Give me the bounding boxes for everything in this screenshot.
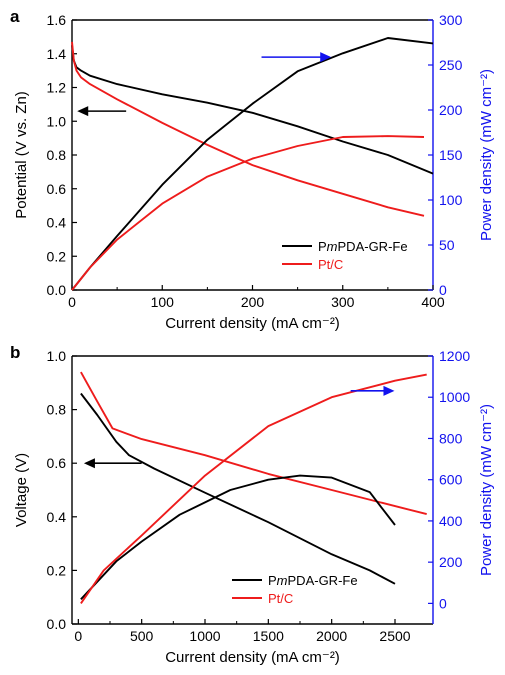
series-line-black-power bbox=[71, 37, 434, 291]
legend-label: Pt/C bbox=[318, 257, 343, 272]
y-left-tick-label: 1.6 bbox=[47, 12, 67, 28]
x-tick-label: 500 bbox=[130, 628, 154, 644]
legend-text-part: P bbox=[318, 239, 327, 254]
y-left-tick-label: 0.8 bbox=[47, 147, 67, 163]
y-left-tick-label: 1.0 bbox=[47, 348, 67, 364]
x-tick-label: 400 bbox=[421, 294, 445, 310]
y-right-tick-label: 200 bbox=[439, 554, 463, 570]
chart-panel-a: 0 100 200 300 400 0.0 0.2 0.4 0.6 0.8 1.0 1.2 1.4 1.6… bbox=[10, 7, 495, 332]
y-left-tick-label: 0.4 bbox=[47, 215, 67, 231]
y-right-tick-label: 50 bbox=[439, 237, 455, 253]
y-right-tick-label: 100 bbox=[439, 192, 463, 208]
legend-label: Pt/C bbox=[268, 591, 293, 606]
x-tick-label: 300 bbox=[331, 294, 355, 310]
series-line-red-power bbox=[80, 373, 427, 604]
series-line-black-polarization bbox=[80, 392, 396, 585]
x-tick-label: 0 bbox=[74, 628, 82, 644]
legend-text-part: P bbox=[268, 573, 277, 588]
panel-label: b bbox=[10, 343, 20, 362]
chart-panel-b: 0 500 1000 1500 2000 2500 0.0 0.2 0.4 0.6 0.8 1.0 0 2… bbox=[10, 343, 495, 666]
y-right-tick-label: 1200 bbox=[439, 348, 470, 364]
y-left-tick-label: 0.4 bbox=[47, 509, 67, 525]
y-right-tick-label: 600 bbox=[439, 472, 463, 488]
y-left-axis-label: Voltage (V) bbox=[13, 453, 30, 527]
y-left-tick-label: 0.0 bbox=[47, 616, 67, 632]
arrow-right-head bbox=[383, 385, 395, 396]
y-left-tick-label: 0.2 bbox=[47, 248, 67, 264]
y-left-tick-label: 0.8 bbox=[47, 402, 67, 418]
y-right-tick-label: 800 bbox=[439, 430, 463, 446]
y-left-tick-label: 0.2 bbox=[47, 562, 67, 578]
y-left-tick-label: 1.0 bbox=[47, 113, 67, 129]
y-right-axis-label: Power density (mW cm⁻²) bbox=[478, 404, 495, 576]
x-axis-label: Current density (mA cm⁻²) bbox=[165, 315, 340, 332]
series-line-red-power bbox=[71, 135, 425, 291]
series-line-red-polarization bbox=[71, 41, 425, 217]
x-axis-label: Current density (mA cm⁻²) bbox=[165, 649, 340, 666]
legend-text-part: m bbox=[327, 239, 338, 254]
y-left-tick-label: 0.6 bbox=[47, 181, 67, 197]
x-tick-label: 0 bbox=[68, 294, 76, 310]
legend-text-part: PDA-GR-Fe bbox=[338, 239, 408, 254]
y-left-axis-label: Potential (V vs. Zn) bbox=[13, 91, 30, 219]
y-left-tick-label: 1.4 bbox=[47, 46, 67, 62]
series-line-black-polarization bbox=[71, 45, 434, 175]
x-tick-label: 2500 bbox=[379, 628, 410, 644]
x-tick-label: 200 bbox=[241, 294, 265, 310]
y-right-axis-label: Power density (mW cm⁻²) bbox=[478, 69, 495, 241]
legend-text-part: PDA-GR-Fe bbox=[288, 573, 358, 588]
series-line-black-power bbox=[80, 474, 396, 600]
y-left-tick-label: 0.0 bbox=[47, 282, 67, 298]
y-right-tick-label: 400 bbox=[439, 513, 463, 529]
panel-label: a bbox=[10, 7, 20, 26]
x-tick-label: 1500 bbox=[253, 628, 284, 644]
y-right-tick-label: 0 bbox=[439, 282, 447, 298]
legend-label: PmPDA-GR-Fe bbox=[318, 239, 408, 254]
legend-text-part: m bbox=[277, 573, 288, 588]
y-right-tick-label: 150 bbox=[439, 147, 463, 163]
y-right-tick-label: 300 bbox=[439, 12, 463, 28]
arrow-left-head bbox=[77, 106, 89, 117]
y-right-tick-label: 200 bbox=[439, 102, 463, 118]
legend-label: PmPDA-GR-Fe bbox=[268, 573, 358, 588]
y-left-tick-label: 1.2 bbox=[47, 80, 67, 96]
y-right-tick-label: 0 bbox=[439, 595, 447, 611]
x-tick-label: 100 bbox=[151, 294, 175, 310]
arrow-right-head bbox=[320, 52, 332, 63]
x-tick-label: 1000 bbox=[189, 628, 220, 644]
y-right-tick-label: 1000 bbox=[439, 389, 470, 405]
arrow-left-head bbox=[83, 458, 95, 469]
y-left-tick-label: 0.6 bbox=[47, 455, 67, 471]
y-right-tick-label: 250 bbox=[439, 57, 463, 73]
x-tick-label: 2000 bbox=[316, 628, 347, 644]
series-line-red-polarization bbox=[80, 371, 427, 516]
